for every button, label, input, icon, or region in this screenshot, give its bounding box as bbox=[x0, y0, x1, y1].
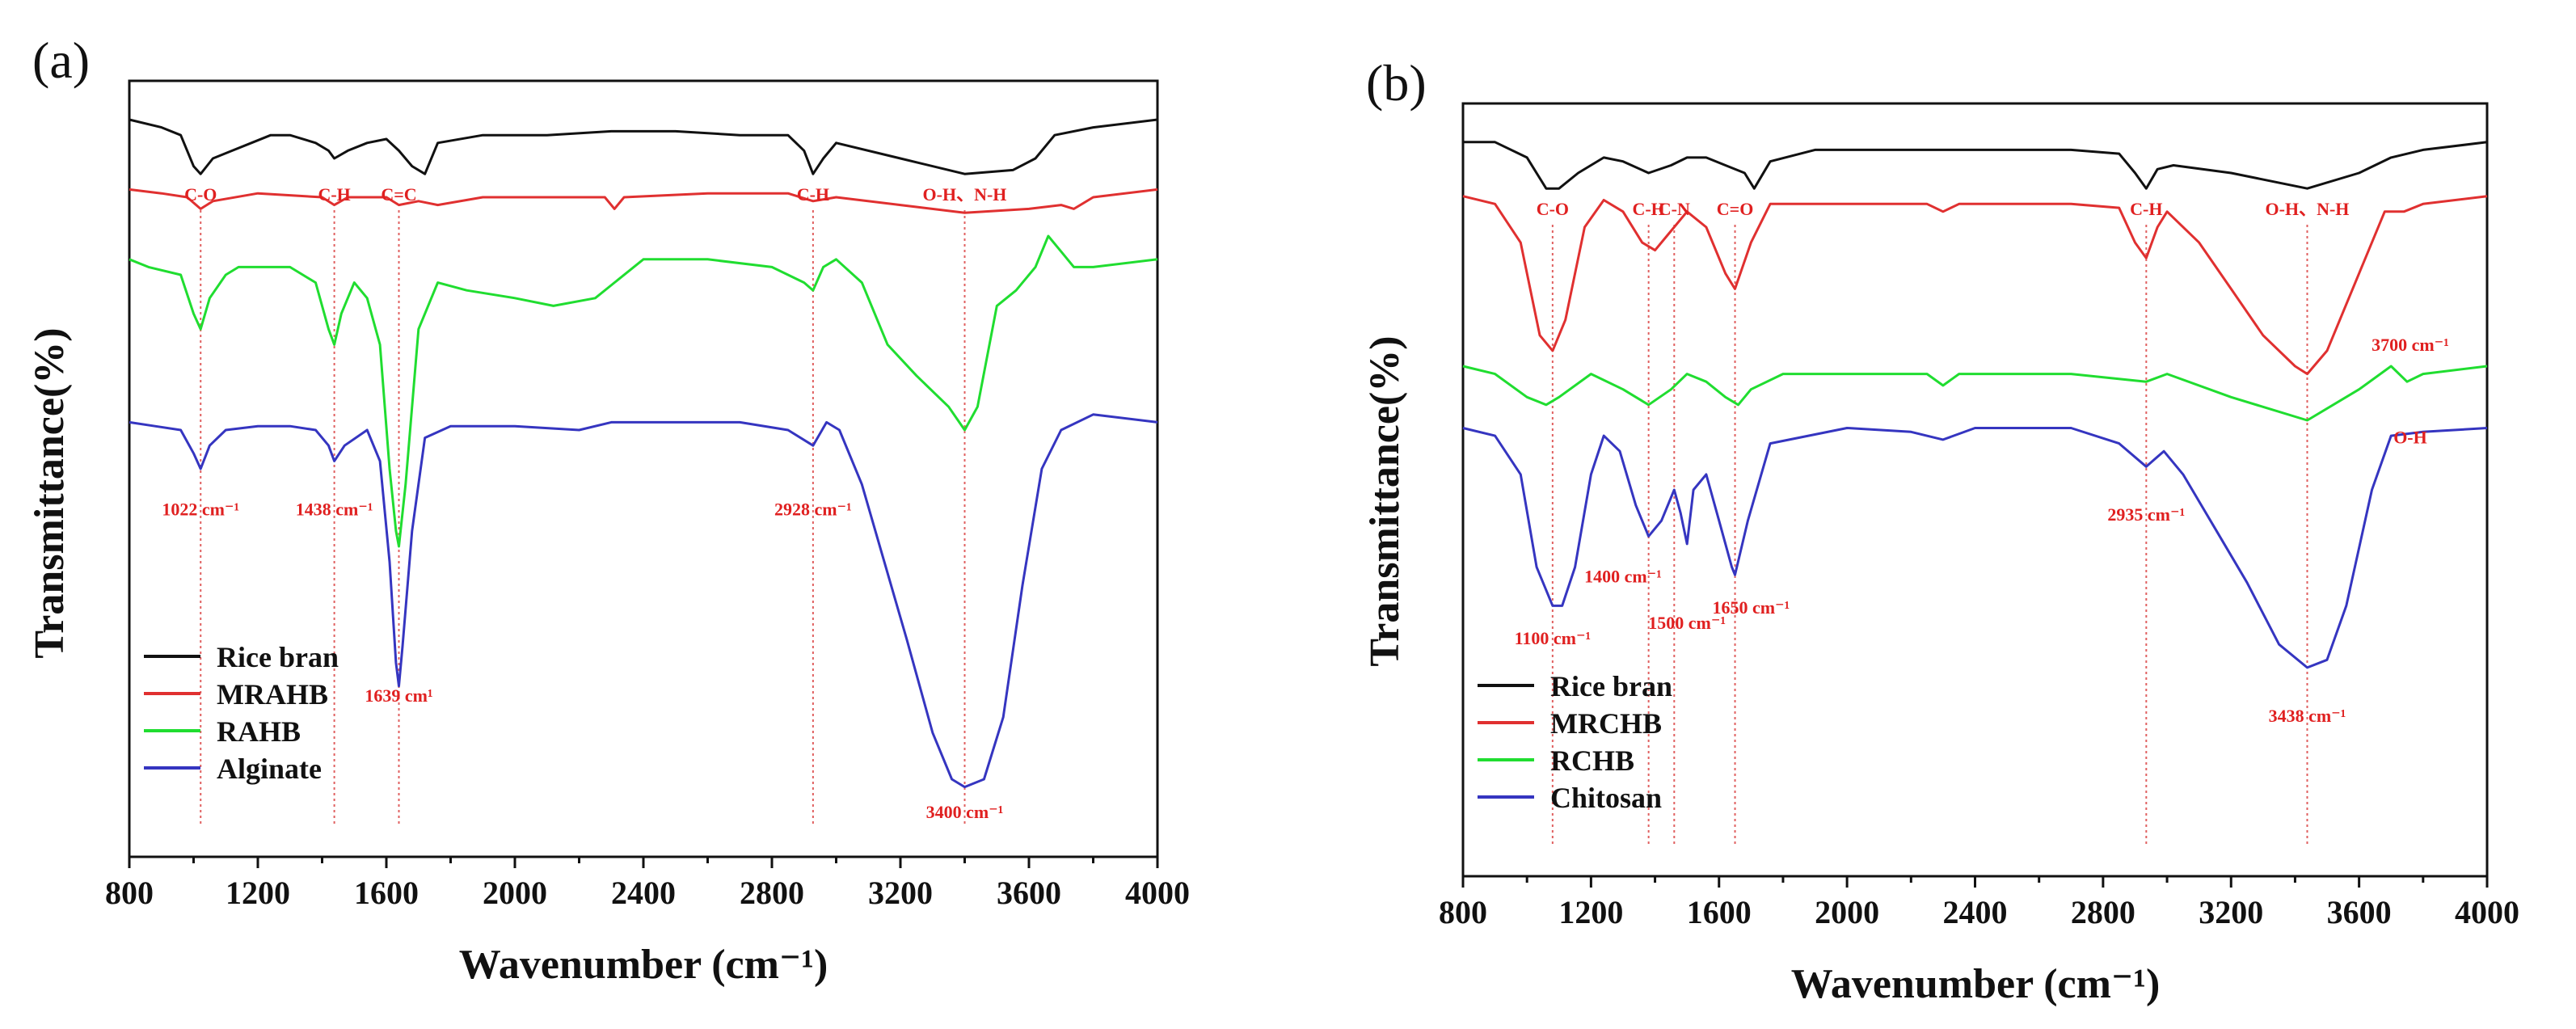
legend-label: Chitosan bbox=[1550, 782, 1662, 814]
x-tick-label: 1600 bbox=[1687, 894, 1752, 930]
panel-b-plot-area: 800 1200 1600 2000 2400 2800 3200 3600 4000 C-O C-… bbox=[1439, 102, 2519, 930]
panel-a-plot-area: 800 1200 1600 2000 2400 2800 3200 3600 4000 C-O C-… bbox=[105, 79, 1190, 911]
bond-label: C-H bbox=[2130, 199, 2162, 219]
legend-label: Rice bran bbox=[217, 641, 339, 673]
peak-label: 3400 cm⁻¹ bbox=[926, 802, 1004, 822]
peak-label: 1022 cm⁻¹ bbox=[162, 500, 239, 520]
x-tick-label: 2400 bbox=[1943, 894, 2008, 930]
x-tick-label: 3600 bbox=[997, 875, 1061, 911]
bond-label: O-H、N-H bbox=[2266, 199, 2350, 219]
spectrum-mrchb bbox=[1462, 195, 2488, 376]
panel-a: (a) Transmittance(%) Wavenumber (cm⁻¹) 8… bbox=[27, 32, 1190, 988]
legend-label: Rice bran bbox=[1550, 670, 1672, 702]
x-tick-label: 4000 bbox=[1125, 875, 1190, 911]
spectrum-rice-bran bbox=[129, 118, 1158, 175]
x-tick-label: 2800 bbox=[2071, 894, 2135, 930]
x-tick-label: 1200 bbox=[1558, 894, 1623, 930]
spectrum-rchb bbox=[1462, 365, 2488, 422]
bond-label: C-O bbox=[184, 184, 217, 205]
x-tick-label: 1200 bbox=[226, 875, 290, 911]
panel-b: (b) Transmittance(%) Wavenumber (cm⁻¹) 8… bbox=[1362, 54, 2519, 1007]
x-tick-label: 3200 bbox=[868, 875, 933, 911]
bond-label: C-H bbox=[1632, 199, 1664, 219]
x-tick-label: 2800 bbox=[740, 875, 804, 911]
bond-label: C-H bbox=[318, 184, 350, 205]
spectrum-chitosan bbox=[1462, 427, 2488, 669]
legend-label: MRAHB bbox=[217, 678, 328, 711]
legend-label: Alginate bbox=[217, 753, 322, 785]
spectrum-mrahb bbox=[129, 188, 1158, 214]
bond-label: O-H、N-H bbox=[923, 184, 1007, 205]
peak-label: 2935 cm⁻¹ bbox=[2107, 504, 2185, 525]
bond-label: C=O bbox=[1717, 199, 1754, 219]
panel-b-ylabel: Transmittance(%) bbox=[1362, 335, 1408, 666]
x-tick-label: 2400 bbox=[611, 875, 676, 911]
legend-label: RCHB bbox=[1550, 744, 1634, 777]
peak-label: 2928 cm⁻¹ bbox=[774, 500, 852, 520]
spectrum-rice-bran bbox=[1463, 141, 2488, 190]
x-tick-label: 800 bbox=[1439, 894, 1487, 930]
peak-label: 1500 cm⁻¹ bbox=[1648, 613, 1726, 633]
panel-b-xlabel: Wavenumber (cm⁻¹) bbox=[1791, 961, 2161, 1007]
panel-a-label: (a) bbox=[32, 32, 90, 89]
x-tick-label: 4000 bbox=[2455, 894, 2519, 930]
panel-b-label: (b) bbox=[1366, 54, 1427, 112]
peak-label: 3438 cm⁻¹ bbox=[2269, 706, 2346, 726]
spectrum-rahb bbox=[129, 234, 1158, 548]
panel-a-ylabel: Transmittance(%) bbox=[27, 327, 73, 658]
panel-a-xlabel: Wavenumber (cm⁻¹) bbox=[459, 942, 828, 988]
x-tick-label: 3200 bbox=[2199, 894, 2263, 930]
peak-label: 1400 cm⁻¹ bbox=[1584, 567, 1662, 587]
legend-label: MRCHB bbox=[1550, 707, 1662, 740]
peak-label: 3700 cm⁻¹ bbox=[2372, 335, 2449, 355]
bond-label: C-O bbox=[1537, 199, 1569, 219]
x-tick-label: 1600 bbox=[354, 875, 419, 911]
peak-label: 1639 cm¹ bbox=[365, 685, 432, 706]
legend-label: RAHB bbox=[217, 715, 301, 748]
peak-label: 1650 cm⁻¹ bbox=[1712, 597, 1790, 618]
peak-label: 1438 cm⁻¹ bbox=[296, 500, 373, 520]
bond-label: C=C bbox=[381, 184, 416, 205]
spectrum-alginate bbox=[129, 413, 1158, 789]
x-tick-label: 3600 bbox=[2327, 894, 2392, 930]
x-tick-label: 2000 bbox=[1815, 894, 1879, 930]
x-tick-label: 2000 bbox=[483, 875, 547, 911]
bond-label: C-N bbox=[1659, 199, 1690, 219]
peak-label: O-H bbox=[2393, 428, 2427, 448]
peak-label: 1100 cm⁻¹ bbox=[1515, 628, 1592, 648]
x-tick-label: 800 bbox=[105, 875, 154, 911]
bond-label: C-H bbox=[797, 184, 829, 205]
